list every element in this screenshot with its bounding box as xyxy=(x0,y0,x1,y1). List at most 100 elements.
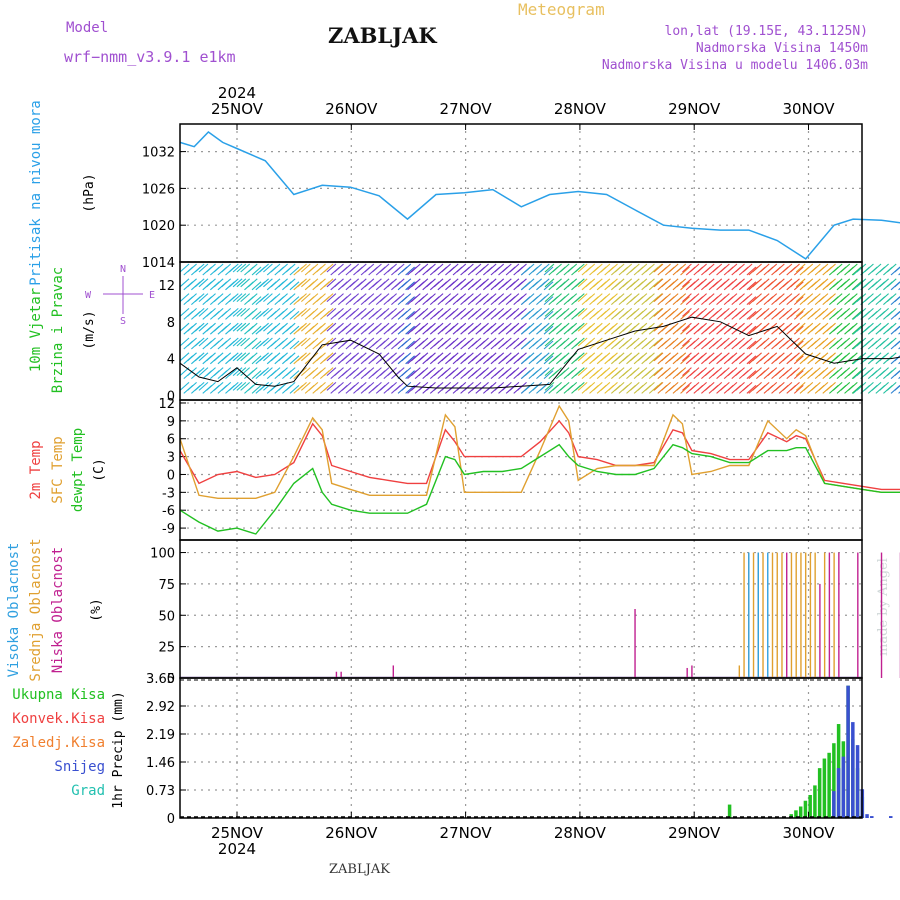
wind-barb xyxy=(289,340,300,350)
wind-barb xyxy=(790,278,800,288)
wind-barb xyxy=(543,384,554,394)
wind-barb xyxy=(774,322,785,332)
wind-barb xyxy=(433,322,444,332)
y-tick-label: -9 xyxy=(162,522,175,537)
wind-barb xyxy=(767,337,778,347)
wind-barb xyxy=(448,367,459,377)
wind-barb xyxy=(790,307,800,317)
wind-barb xyxy=(316,322,326,332)
wind-barb xyxy=(894,340,900,347)
precip-bar xyxy=(832,743,836,818)
wind-barb xyxy=(456,322,467,332)
wind-barb xyxy=(532,367,543,377)
wind-barb xyxy=(387,307,397,317)
wind-barb xyxy=(349,352,360,362)
wind-barb xyxy=(608,367,618,377)
wind-barb xyxy=(433,337,444,347)
wind-barb xyxy=(559,352,570,362)
wind-barb xyxy=(187,322,197,332)
wind-barb xyxy=(746,310,757,320)
wind-barb xyxy=(652,263,663,273)
y-tick-label: 0 xyxy=(167,389,175,404)
wind-barb xyxy=(494,278,505,288)
wind-barb xyxy=(323,307,334,317)
wind-barb xyxy=(759,352,770,362)
wind-barb xyxy=(552,278,562,288)
wind-barb xyxy=(405,296,415,306)
wind-barb xyxy=(676,278,687,288)
wind-barb xyxy=(464,352,474,362)
wind-barb xyxy=(574,381,585,391)
wind-barb xyxy=(341,352,352,362)
y-tick-label: 1.46 xyxy=(146,756,175,771)
wind-barb xyxy=(300,352,311,362)
wind-barb xyxy=(187,263,197,273)
wind-barb xyxy=(614,367,625,377)
wind-barb xyxy=(759,307,770,317)
wind-barb xyxy=(334,322,344,332)
wind-barb xyxy=(494,322,505,332)
wind-barb xyxy=(864,381,874,391)
wind-barb xyxy=(394,278,405,288)
wind-barb xyxy=(278,293,288,303)
wind-barb xyxy=(668,337,679,347)
wind-barb xyxy=(826,367,836,377)
wind-barb xyxy=(270,322,281,332)
wind-barb xyxy=(372,278,382,288)
wind-barb xyxy=(790,367,800,377)
wind-barb xyxy=(426,352,436,362)
wind-barb xyxy=(637,367,648,377)
wind-barb xyxy=(278,322,288,332)
wind-barb xyxy=(719,381,730,391)
wind-barb xyxy=(600,307,611,317)
wind-barb xyxy=(300,322,311,332)
wind-barb xyxy=(592,278,603,288)
wind-barb xyxy=(577,352,588,362)
wind-barb xyxy=(198,381,209,391)
wind-barb xyxy=(871,322,882,332)
wind-barb xyxy=(840,322,851,332)
wind-barb xyxy=(372,367,382,377)
wind-barb xyxy=(879,307,889,317)
wind-barb xyxy=(251,355,262,365)
wind-barb xyxy=(486,263,497,273)
wind-barb xyxy=(864,307,874,317)
wind-barb xyxy=(349,307,360,317)
wind-barb xyxy=(680,384,690,394)
wind-barb xyxy=(832,352,843,362)
wind-barb xyxy=(405,281,415,291)
wind-barb xyxy=(574,322,585,332)
wind-barb xyxy=(517,337,527,347)
wind-barb xyxy=(851,281,862,291)
wind-barb xyxy=(441,307,452,317)
wind-barb xyxy=(240,322,251,332)
wind-barb xyxy=(742,263,753,273)
wind-barb xyxy=(818,352,829,362)
wind-barb xyxy=(826,381,836,391)
wind-barb xyxy=(795,381,806,391)
wind-barb xyxy=(752,307,762,317)
wind-barb xyxy=(652,367,663,377)
wind-barb xyxy=(228,367,239,377)
wind-barb xyxy=(494,381,505,391)
wind-barb xyxy=(387,263,397,273)
wind-barb xyxy=(247,293,258,303)
wind-barb xyxy=(410,293,421,303)
wind-barb xyxy=(232,278,243,288)
wind-barb xyxy=(448,278,459,288)
wind-barb xyxy=(300,381,311,391)
wind-barb xyxy=(300,278,311,288)
wind-barb xyxy=(614,307,625,317)
wind-barb xyxy=(471,322,482,332)
wind-barb xyxy=(524,263,535,273)
x-tick-label-bottom: 29NOV xyxy=(668,824,721,842)
wind-barb xyxy=(456,367,467,377)
wind-barb xyxy=(259,263,269,273)
wind-barb xyxy=(668,307,679,317)
wind-barb xyxy=(251,340,262,350)
wind-barb xyxy=(894,296,900,303)
wind-barb xyxy=(543,370,554,380)
wind-barb xyxy=(270,278,281,288)
wind-barb xyxy=(847,367,858,377)
